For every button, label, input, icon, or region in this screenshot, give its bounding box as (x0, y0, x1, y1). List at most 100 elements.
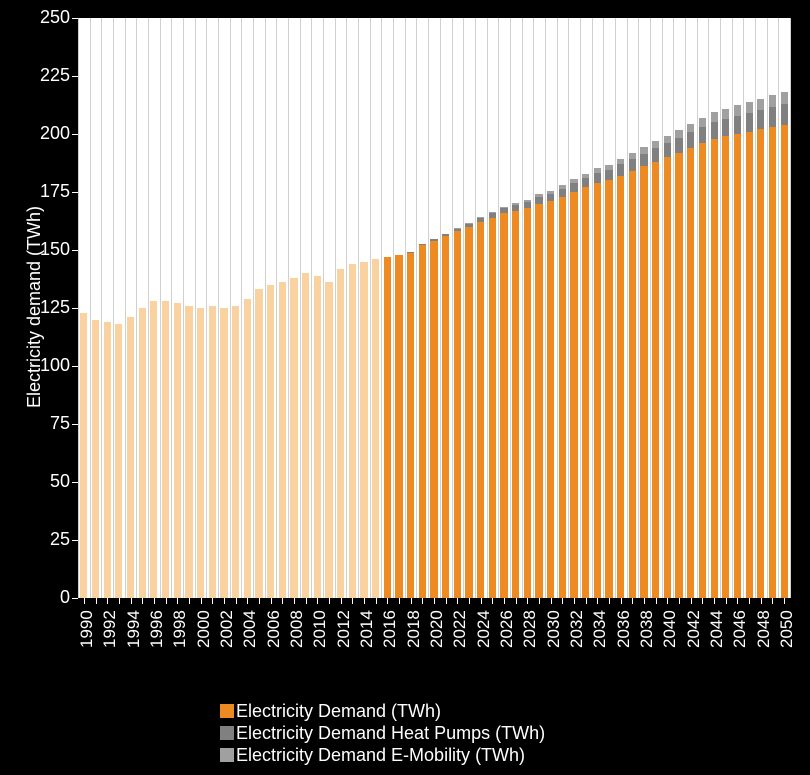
bar-base (746, 132, 753, 598)
bar-heat-pumps (675, 138, 682, 153)
x-tick-label: 1998 (170, 610, 190, 648)
x-tick-label: 2022 (450, 610, 470, 648)
x-tick-mark (574, 598, 575, 604)
x-tick-mark (154, 598, 155, 604)
bar-emobility (559, 185, 566, 188)
x-tick-label: 2028 (520, 610, 540, 648)
gridline-vertical (592, 18, 593, 598)
bar-base (570, 192, 577, 598)
gridline-vertical (288, 18, 289, 598)
bar-heat-pumps (734, 116, 741, 134)
gridline-vertical (732, 18, 733, 598)
gridline-vertical (195, 18, 196, 598)
bar-emobility (512, 203, 519, 204)
gridline-vertical (545, 18, 546, 598)
y-tick-label: 125 (30, 297, 70, 318)
bar-base (127, 317, 134, 598)
x-tick-mark (492, 598, 493, 604)
y-tick-label: 0 (30, 587, 70, 608)
bar-emobility (746, 102, 753, 113)
gridline-vertical (440, 18, 441, 598)
x-tick-mark (224, 598, 225, 604)
gridline-vertical (452, 18, 453, 598)
x-tick-mark (527, 598, 528, 604)
bar-base (734, 134, 741, 598)
y-tick-label: 200 (30, 123, 70, 144)
bar-emobility (535, 194, 542, 196)
gridline-vertical (662, 18, 663, 598)
bar-heat-pumps (524, 202, 531, 208)
bar-base (699, 143, 706, 598)
bar-base (629, 171, 636, 598)
bar-heat-pumps (535, 197, 542, 204)
bar-base (711, 139, 718, 598)
x-tick-mark (271, 598, 272, 604)
x-tick-label: 2048 (754, 610, 774, 648)
gridline-vertical (615, 18, 616, 598)
gridline-vertical (253, 18, 254, 598)
gridline-vertical (603, 18, 604, 598)
x-tick-mark (236, 598, 237, 604)
bar-base (139, 308, 146, 598)
gridline-vertical (148, 18, 149, 598)
gridline-vertical (101, 18, 102, 598)
x-tick-mark (656, 598, 657, 604)
bar-base (781, 125, 788, 598)
legend-item: Electricity Demand E-Mobility (TWh) (220, 744, 545, 766)
x-tick-label: 2046 (730, 610, 750, 648)
gridline-vertical (755, 18, 756, 598)
x-tick-label: 2032 (567, 610, 587, 648)
bar-base (640, 166, 647, 598)
gridline-vertical (638, 18, 639, 598)
x-tick-label: 2042 (684, 610, 704, 648)
x-tick-mark (446, 598, 447, 604)
x-tick-mark (259, 598, 260, 604)
x-tick-label: 2026 (497, 610, 517, 648)
bar-base (360, 262, 367, 598)
x-tick-mark (481, 598, 482, 604)
x-tick-mark (422, 598, 423, 604)
y-tick-label: 50 (30, 471, 70, 492)
x-tick-mark (411, 598, 412, 604)
bar-emobility (500, 207, 507, 208)
gridline-vertical (463, 18, 464, 598)
bar-heat-pumps (512, 205, 519, 211)
bar-base (104, 322, 111, 598)
x-tick-mark (387, 598, 388, 604)
gridline-vertical (416, 18, 417, 598)
bar-base (675, 153, 682, 598)
x-tick-mark (504, 598, 505, 604)
gridline-vertical (533, 18, 534, 598)
bar-base (185, 306, 192, 598)
bar-base (524, 208, 531, 598)
x-tick-mark (691, 598, 692, 604)
gridline-vertical (650, 18, 651, 598)
x-tick-mark (597, 598, 598, 604)
x-tick-mark (247, 598, 248, 604)
y-tick-label: 225 (30, 65, 70, 86)
bar-heat-pumps (711, 122, 718, 139)
bar-heat-pumps (699, 127, 706, 143)
gridline-vertical (78, 18, 79, 598)
x-tick-mark (166, 598, 167, 604)
bar-emobility (664, 136, 671, 143)
y-tick-label: 175 (30, 181, 70, 202)
x-tick-label: 2006 (264, 610, 284, 648)
bar-base (769, 127, 776, 598)
bar-base (220, 308, 227, 598)
bar-heat-pumps (489, 213, 496, 218)
bar-heat-pumps (781, 104, 788, 125)
bar-heat-pumps (746, 113, 753, 132)
bar-emobility (605, 165, 612, 170)
bar-heat-pumps (640, 154, 647, 167)
x-tick-mark (761, 598, 762, 604)
bar-emobility (652, 141, 659, 148)
x-tick-label: 2002 (217, 610, 237, 648)
bar-base (757, 129, 764, 598)
x-tick-mark (772, 598, 773, 604)
x-tick-mark (714, 598, 715, 604)
bar-base (454, 231, 461, 598)
bar-base (465, 227, 472, 598)
gridline-vertical (627, 18, 628, 598)
legend-label: Electricity Demand E-Mobility (TWh) (236, 744, 525, 766)
